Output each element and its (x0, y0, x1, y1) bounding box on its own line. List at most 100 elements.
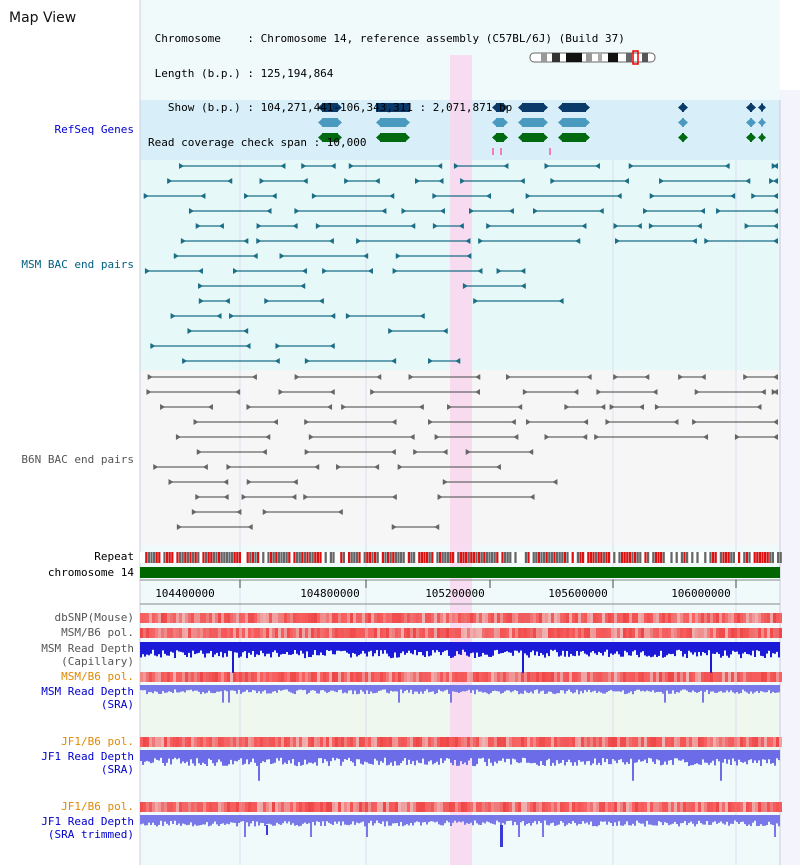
polymorphism-bin (698, 613, 701, 623)
track-label-b6n-bac[interactable]: B6N BAC end pairs (21, 453, 134, 466)
track-label-refseq[interactable]: RefSeq Genes (54, 123, 134, 136)
depth-bin (198, 750, 200, 764)
depth-bin (294, 685, 296, 695)
polymorphism-bin (515, 737, 518, 747)
depth-bin (384, 685, 386, 690)
depth-bin (696, 815, 698, 825)
polymorphism-bin (302, 628, 305, 638)
polymorphism-bin (332, 737, 335, 747)
repeat-segment (166, 552, 169, 563)
gene-strand-arrow (337, 133, 342, 142)
polymorphism-bin (329, 672, 332, 682)
polymorphism-bin (449, 628, 452, 638)
polymorphism-bin (239, 613, 242, 623)
depth-bin (602, 750, 604, 758)
polymorphism-bin (677, 737, 680, 747)
polymorphism-bin (671, 672, 674, 682)
depth-bin (406, 750, 408, 765)
repeat-segment (264, 552, 267, 563)
repeat-segment (371, 552, 374, 563)
gene-exon (522, 103, 544, 112)
polymorphism-bin (566, 628, 569, 638)
polymorphism-bin (338, 613, 341, 623)
polymorphism-bin (461, 628, 464, 638)
depth-bin (184, 815, 186, 825)
depth-bin (596, 642, 598, 655)
depth-bin (652, 685, 654, 691)
depth-bin (470, 815, 472, 823)
polymorphism-bin (689, 737, 692, 747)
polymorphism-bin (293, 802, 296, 812)
polymorphism-bin (227, 628, 230, 638)
repeat-segment (485, 552, 488, 563)
depth-bin (724, 642, 726, 651)
depth-bin (602, 642, 604, 656)
bac-end-marker (236, 509, 242, 515)
polymorphism-bin (428, 737, 431, 747)
polymorphism-bin (590, 802, 593, 812)
depth-bin (514, 642, 516, 651)
polymorphism-bin (332, 802, 335, 812)
polymorphism-bin (419, 613, 422, 623)
polymorphism-bin (461, 672, 464, 682)
track-label-msm-bac[interactable]: MSM BAC end pairs (21, 258, 134, 271)
depth-bin (356, 642, 358, 657)
polymorphism-bin (428, 802, 431, 812)
depth-bin (614, 815, 616, 823)
highlight-region[interactable] (450, 55, 472, 865)
polymorphism-bin (188, 672, 191, 682)
repeat-segment (701, 552, 704, 563)
repeat-segment (766, 552, 769, 563)
depth-bin (338, 685, 340, 690)
depth-bin (424, 750, 426, 765)
bac-end-marker (437, 163, 443, 169)
depth-bin (496, 815, 498, 821)
depth-bin (262, 750, 264, 762)
depth-bin (396, 642, 398, 658)
depth-bin (318, 685, 320, 694)
polymorphism-bin (554, 628, 557, 638)
depth-bin (338, 815, 340, 822)
polymorphism-bin (347, 737, 350, 747)
bac-end-marker (704, 238, 710, 244)
polymorphism-bin (599, 802, 602, 812)
polymorphism-bin (215, 802, 218, 812)
depth-bin (588, 750, 590, 761)
depth-bin (290, 642, 292, 655)
polymorphism-bin (605, 613, 608, 623)
depth-bin (208, 642, 210, 654)
depth-bin (364, 642, 366, 654)
polymorphism-bin (212, 802, 215, 812)
depth-bin (752, 685, 754, 694)
polymorphism-bin (638, 737, 641, 747)
depth-bin (316, 750, 318, 766)
polymorphism-bin (347, 613, 350, 623)
bac-end-marker (241, 494, 247, 500)
depth-bin (560, 815, 562, 821)
depth-bin (454, 750, 456, 760)
polymorphism-bin (644, 802, 647, 812)
depth-bin (720, 642, 722, 658)
polymorphism-bin (227, 613, 230, 623)
polymorphism-bin (440, 802, 443, 812)
depth-bin (628, 642, 630, 656)
depth-bin (252, 815, 254, 821)
polymorphism-bin (431, 613, 434, 623)
repeat-segment (225, 552, 228, 563)
bac-end-marker (311, 193, 317, 199)
polymorphism-bin (545, 613, 548, 623)
depth-bin (518, 815, 520, 837)
polymorphism-bin (719, 672, 722, 682)
depth-bin (342, 750, 344, 762)
depth-bin (682, 815, 684, 823)
repeat-segment (444, 552, 447, 563)
repeat-segment (363, 552, 366, 563)
depth-bin (438, 642, 440, 652)
polymorphism-bin (563, 672, 566, 682)
bac-end-marker (207, 404, 213, 410)
polymorphism-bin (152, 672, 155, 682)
